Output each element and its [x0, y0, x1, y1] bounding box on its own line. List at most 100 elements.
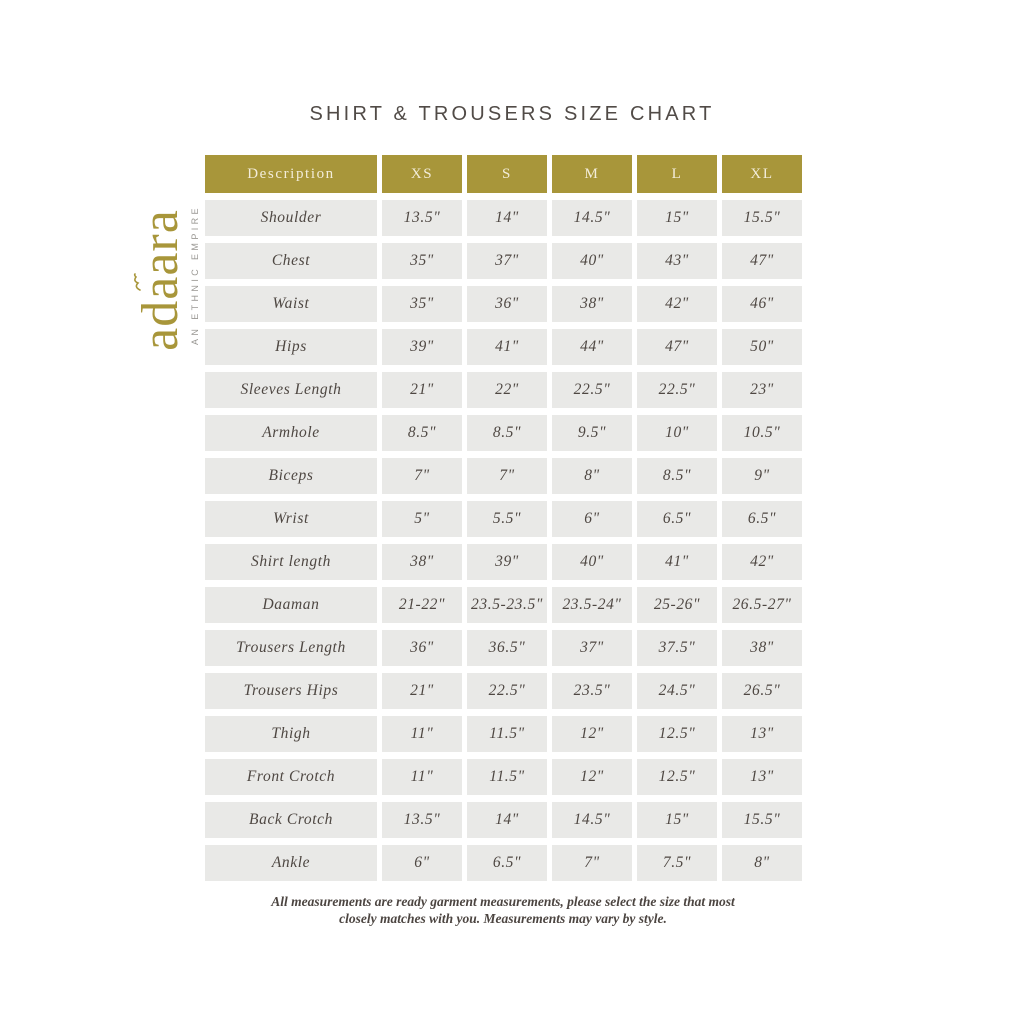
size-cell: 10" — [637, 415, 717, 451]
size-cell: 21" — [382, 372, 462, 408]
size-cell: 7" — [382, 458, 462, 494]
brand-tagline: AN ETHNIC EMPIRE — [190, 205, 200, 345]
column-header: S — [467, 155, 547, 193]
row-label: Wrist — [205, 501, 377, 537]
row-label: Daaman — [205, 587, 377, 623]
size-cell: 11.5" — [467, 759, 547, 795]
size-cell: 44" — [552, 329, 632, 365]
row-label: Sleeves Length — [205, 372, 377, 408]
size-cell: 38" — [722, 630, 802, 666]
size-cell: 6.5" — [722, 501, 802, 537]
table-row: Shoulder 13.5" 14" 14.5" 15" 15.5" — [205, 200, 802, 236]
table-row: Hips 39" 41" 44" 47" 50" — [205, 329, 802, 365]
size-cell: 11" — [382, 759, 462, 795]
table-row: Sleeves Length 21" 22" 22.5" 22.5" 23" — [205, 372, 802, 408]
size-cell: 8.5" — [382, 415, 462, 451]
size-cell: 38" — [552, 286, 632, 322]
size-cell: 39" — [382, 329, 462, 365]
row-label: Armhole — [205, 415, 377, 451]
size-cell: 8" — [552, 458, 632, 494]
size-cell: 8.5" — [637, 458, 717, 494]
row-label: Front Crotch — [205, 759, 377, 795]
size-cell: 42" — [637, 286, 717, 322]
size-cell: 36" — [467, 286, 547, 322]
size-cell: 36.5" — [467, 630, 547, 666]
size-cell: 39" — [467, 544, 547, 580]
size-cell: 14" — [467, 802, 547, 838]
table-row: Ankle 6" 6.5" 7" 7.5" 8" — [205, 845, 802, 881]
row-label: Ankle — [205, 845, 377, 881]
size-cell: 6.5" — [467, 845, 547, 881]
table-row: Thigh 11" 11.5" 12" 12.5" 13" — [205, 716, 802, 752]
size-cell: 13.5" — [382, 802, 462, 838]
row-label: Trousers Hips — [205, 673, 377, 709]
size-cell: 14.5" — [552, 200, 632, 236]
size-cell: 7.5" — [637, 845, 717, 881]
column-header: XL — [722, 155, 802, 193]
size-cell: 21" — [382, 673, 462, 709]
table-row: Shirt length 38" 39" 40" 41" 42" — [205, 544, 802, 580]
header-row: Description XS S M L XL — [205, 155, 802, 193]
size-cell: 40" — [552, 544, 632, 580]
size-cell: 9.5" — [552, 415, 632, 451]
column-header: L — [637, 155, 717, 193]
size-cell: 12.5" — [637, 716, 717, 752]
size-table: Description XS S M L XL Shoulder 13.5" 14" 14.5"… — [200, 148, 807, 888]
size-cell: 21-22" — [382, 587, 462, 623]
size-cell: 12.5" — [637, 759, 717, 795]
size-cell: 23.5" — [552, 673, 632, 709]
size-cell: 23.5-23.5" — [467, 587, 547, 623]
table-row: Chest 35" 37" 40" 43" 47" — [205, 243, 802, 279]
table-row: Wrist 5" 5.5" 6" 6.5" 6.5" — [205, 501, 802, 537]
table-row: Biceps 7" 7" 8" 8.5" 9" — [205, 458, 802, 494]
size-cell: 15" — [637, 802, 717, 838]
size-cell: 26.5" — [722, 673, 802, 709]
size-cell: 37" — [552, 630, 632, 666]
size-cell: 23" — [722, 372, 802, 408]
size-cell: 14" — [467, 200, 547, 236]
row-label: Shirt length — [205, 544, 377, 580]
table-row: Trousers Hips 21" 22.5" 23.5" 24.5" 26.5" — [205, 673, 802, 709]
size-cell: 9" — [722, 458, 802, 494]
footer-line: closely matches with you. Measurements m… — [339, 911, 667, 926]
column-header: M — [552, 155, 632, 193]
size-cell: 38" — [382, 544, 462, 580]
size-cell: 11.5" — [467, 716, 547, 752]
size-cell: 37" — [467, 243, 547, 279]
size-cell: 12" — [552, 716, 632, 752]
table-row: Trousers Length 36" 36.5" 37" 37.5" 38" — [205, 630, 802, 666]
size-cell: 41" — [467, 329, 547, 365]
size-cell: 26.5-27" — [722, 587, 802, 623]
footer-line: All measurements are ready garment measu… — [271, 894, 735, 909]
size-cell: 10.5" — [722, 415, 802, 451]
size-cell: 7" — [467, 458, 547, 494]
row-label: Chest — [205, 243, 377, 279]
size-cell: 25-26" — [637, 587, 717, 623]
size-cell: 15.5" — [722, 802, 802, 838]
size-cell: 5" — [382, 501, 462, 537]
size-cell: 35" — [382, 243, 462, 279]
size-cell: 11" — [382, 716, 462, 752]
size-cell: 42" — [722, 544, 802, 580]
size-cell: 8" — [722, 845, 802, 881]
size-cell: 6" — [382, 845, 462, 881]
size-table-head: Description XS S M L XL — [205, 155, 802, 193]
table-row: Front Crotch 11" 11.5" 12" 12.5" 13" — [205, 759, 802, 795]
brand-logo: adaara AN ETHNIC EMPIRE — [132, 180, 205, 380]
page-title: SHIRT & TROUSERS SIZE CHART — [309, 103, 715, 125]
size-cell: 13" — [722, 759, 802, 795]
bird-ornament-icon — [133, 273, 141, 291]
row-label: Trousers Length — [205, 630, 377, 666]
size-cell: 22" — [467, 372, 547, 408]
row-label: Hips — [205, 329, 377, 365]
size-cell: 43" — [637, 243, 717, 279]
row-label: Thigh — [205, 716, 377, 752]
column-header: XS — [382, 155, 462, 193]
size-cell: 15.5" — [722, 200, 802, 236]
size-cell: 6.5" — [637, 501, 717, 537]
size-cell: 22.5" — [467, 673, 547, 709]
size-cell: 41" — [637, 544, 717, 580]
size-cell: 46" — [722, 286, 802, 322]
size-cell: 47" — [637, 329, 717, 365]
